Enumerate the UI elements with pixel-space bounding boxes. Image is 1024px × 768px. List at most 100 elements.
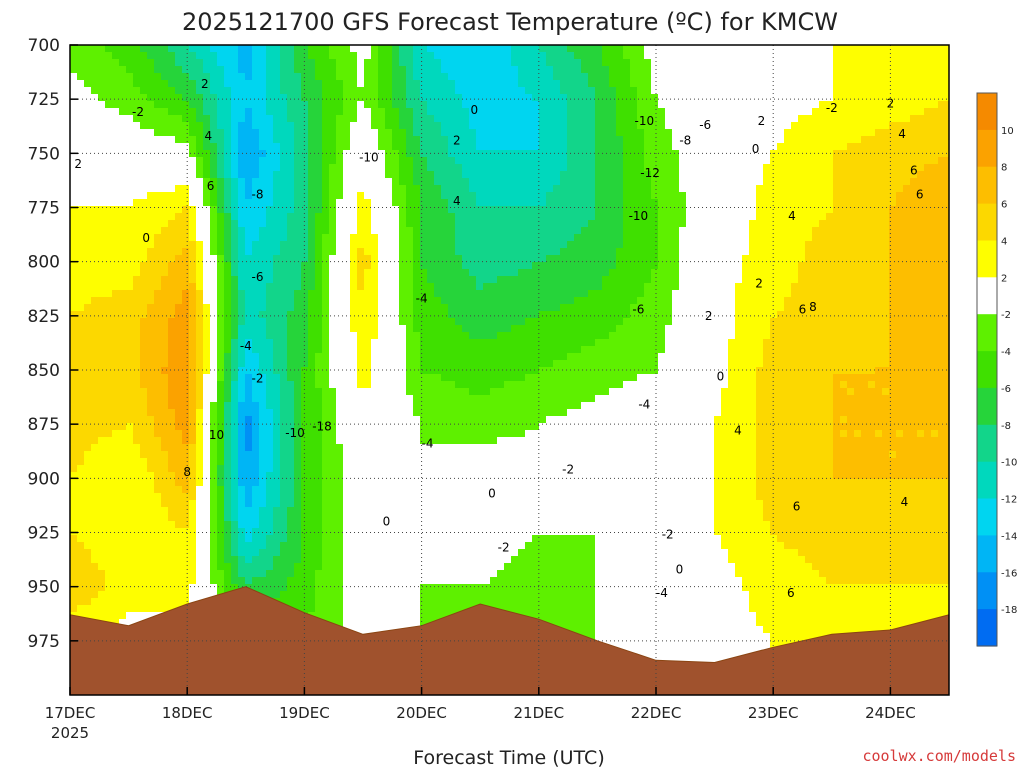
temperature-cell xyxy=(581,199,589,207)
temperature-cell xyxy=(798,108,806,116)
temperature-cell xyxy=(910,269,918,277)
temperature-cell xyxy=(91,199,99,207)
temperature-cell xyxy=(70,171,78,179)
temperature-cell xyxy=(497,311,505,319)
temperature-cell xyxy=(441,269,449,277)
temperature-cell xyxy=(861,136,869,144)
temperature-cell xyxy=(560,241,568,249)
temperature-cell xyxy=(189,171,197,179)
temperature-cell xyxy=(805,206,813,214)
temperature-cell xyxy=(126,101,134,109)
temperature-cell xyxy=(630,297,638,305)
temperature-cell xyxy=(882,227,890,235)
temperature-cell xyxy=(861,290,869,298)
temperature-cell xyxy=(392,52,400,60)
temperature-cell xyxy=(413,115,421,123)
temperature-cell xyxy=(700,66,708,74)
temperature-cell xyxy=(84,178,92,186)
temperature-cell xyxy=(623,227,631,235)
temperature-cell xyxy=(553,255,561,263)
temperature-cell xyxy=(77,318,85,326)
temperature-cell xyxy=(273,213,281,221)
temperature-cell xyxy=(175,304,183,312)
temperature-cell xyxy=(154,227,162,235)
temperature-cell xyxy=(469,241,477,249)
temperature-cell xyxy=(518,206,526,214)
temperature-cell xyxy=(245,101,253,109)
temperature-cell xyxy=(357,227,365,235)
temperature-cell xyxy=(658,220,666,228)
temperature-cell xyxy=(448,73,456,81)
temperature-cell xyxy=(840,73,848,81)
temperature-cell xyxy=(875,87,883,95)
temperature-cell xyxy=(189,192,197,200)
temperature-cell xyxy=(672,101,680,109)
temperature-cell xyxy=(938,52,946,60)
temperature-cell xyxy=(665,290,673,298)
temperature-cell xyxy=(861,269,869,277)
temperature-cell xyxy=(357,94,365,102)
temperature-cell xyxy=(441,311,449,319)
temperature-cell xyxy=(140,80,148,88)
temperature-cell xyxy=(476,255,484,263)
temperature-cell xyxy=(273,304,281,312)
temperature-cell xyxy=(665,108,673,116)
temperature-cell xyxy=(119,101,127,109)
temperature-cell xyxy=(693,185,701,193)
temperature-cell xyxy=(140,241,148,249)
temperature-cell xyxy=(511,213,519,221)
temperature-cell xyxy=(273,206,281,214)
temperature-cell xyxy=(252,150,260,158)
temperature-cell xyxy=(595,297,603,305)
temperature-cell xyxy=(224,136,232,144)
temperature-cell xyxy=(784,199,792,207)
temperature-cell xyxy=(126,318,134,326)
temperature-cell xyxy=(686,94,694,102)
temperature-cell xyxy=(112,150,120,158)
temperature-cell xyxy=(812,52,820,60)
temperature-cell xyxy=(588,150,596,158)
temperature-cell xyxy=(945,269,949,277)
temperature-cell xyxy=(154,276,162,284)
temperature-cell xyxy=(238,269,246,277)
temperature-cell xyxy=(476,269,484,277)
temperature-cell xyxy=(112,178,120,186)
temperature-cell xyxy=(476,66,484,74)
temperature-cell xyxy=(728,248,736,256)
temperature-cell xyxy=(889,143,897,151)
plot-area xyxy=(70,45,949,695)
temperature-cell xyxy=(154,255,162,263)
temperature-cell xyxy=(889,80,897,88)
temperature-cell xyxy=(518,248,526,256)
temperature-cell xyxy=(672,150,680,158)
temperature-cell xyxy=(448,45,456,53)
temperature-cell xyxy=(567,164,575,172)
temperature-cell xyxy=(441,241,449,249)
temperature-cell xyxy=(700,255,708,263)
temperature-cell xyxy=(427,171,435,179)
temperature-cell xyxy=(805,94,813,102)
temperature-cell xyxy=(133,297,141,305)
temperature-cell xyxy=(910,94,918,102)
temperature-cell xyxy=(301,283,309,291)
temperature-cell xyxy=(343,178,351,186)
temperature-cell xyxy=(784,227,792,235)
temperature-cell xyxy=(938,122,946,130)
temperature-cell xyxy=(112,234,120,242)
temperature-cell xyxy=(294,108,302,116)
temperature-cell xyxy=(126,143,134,151)
temperature-cell xyxy=(686,283,694,291)
temperature-cell xyxy=(917,122,925,130)
temperature-cell xyxy=(700,206,708,214)
temperature-cell xyxy=(602,206,610,214)
temperature-cell xyxy=(644,80,652,88)
temperature-cell xyxy=(252,157,260,165)
temperature-cell xyxy=(217,227,225,235)
temperature-cell xyxy=(231,269,239,277)
temperature-cell xyxy=(434,101,442,109)
temperature-cell xyxy=(539,213,547,221)
temperature-cell xyxy=(945,248,949,256)
temperature-cell xyxy=(525,108,533,116)
temperature-cell xyxy=(308,311,316,319)
temperature-cell xyxy=(749,164,757,172)
